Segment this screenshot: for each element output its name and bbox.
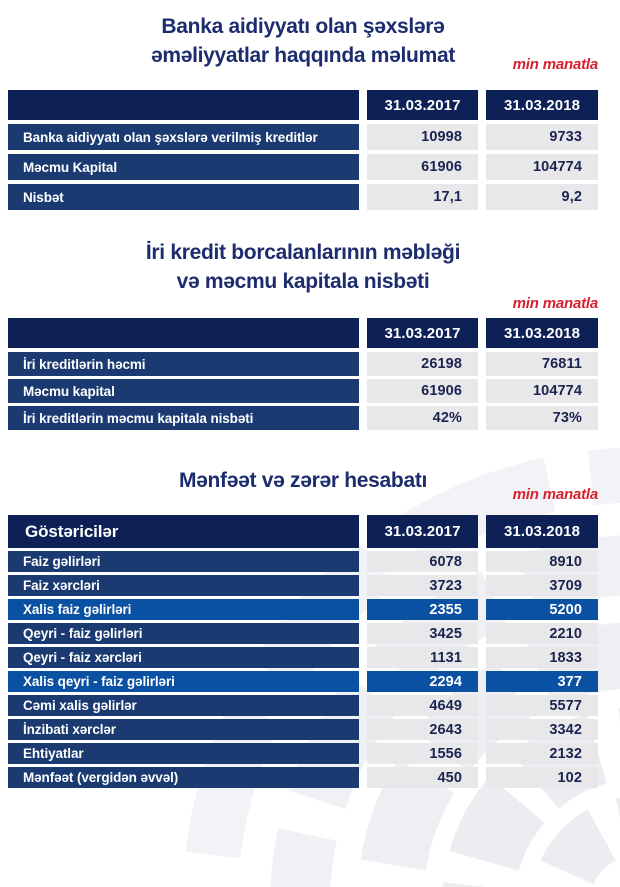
row-value-2017: 2294	[367, 671, 478, 692]
row-value-2017: 6078	[367, 551, 478, 572]
row-label: İri kreditlərin məcmu kapitala nisbəti	[8, 406, 359, 430]
table-row: Faiz gəlirləri 6078 8910	[8, 551, 598, 572]
row-label: Məcmu Kapital	[8, 154, 359, 180]
column-header-2018: 31.03.2018	[486, 90, 598, 120]
row-value-2017: 26198	[367, 352, 478, 376]
row-value-2017: 3425	[367, 623, 478, 644]
row-value-2018: 76811	[486, 352, 598, 376]
row-value-2018: 2210	[486, 623, 598, 644]
table-row: Ehtiyatlar 1556 2132	[8, 743, 598, 764]
row-value-2017: 17,1	[367, 184, 478, 210]
unit-label: min manatla	[512, 56, 599, 73]
section-title-related-party: Banka aidiyyatı olan şəxslərə əməliyyatl…	[8, 12, 598, 70]
row-label: Faiz gəlirləri	[8, 551, 359, 572]
table-row: İnzibati xərclər 2643 3342	[8, 719, 598, 740]
row-value-2017: 450	[367, 767, 478, 788]
row-value-2018: 377	[486, 671, 598, 692]
table-row: Qeyri - faiz xərcləri 1131 1833	[8, 647, 598, 668]
table-header-row: 31.03.2017 31.03.2018	[8, 90, 598, 120]
row-value-2018: 9733	[486, 124, 598, 150]
row-label: Ehtiyatlar	[8, 743, 359, 764]
table-large-credits: 31.03.2017 31.03.2018 İri kreditlərin hə…	[8, 318, 598, 433]
title-line: Banka aidiyyatı olan şəxslərə	[161, 15, 445, 38]
row-value-2017: 10998	[367, 124, 478, 150]
row-value-2017: 42%	[367, 406, 478, 430]
section-title-profit-loss: Mənfəət və zərər hesabatı	[8, 466, 598, 495]
row-label: Faiz xərcləri	[8, 575, 359, 596]
unit-label: min manatla	[512, 295, 599, 312]
table-row-subtotal: Xalis qeyri - faiz gəlirləri 2294 377	[8, 671, 598, 692]
table-row: Mənfəət (vergidən əvvəl) 450 102	[8, 767, 598, 788]
row-label: Qeyri - faiz xərcləri	[8, 647, 359, 668]
title-line: Mənfəət və zərər hesabatı	[178, 469, 428, 492]
row-value-2017: 61906	[367, 379, 478, 403]
table-row: Məcmu Kapital 61906 104774	[8, 154, 598, 180]
row-label: Banka aidiyyatı olan şəxslərə verilmiş k…	[8, 124, 359, 150]
table-header-row: Göstəricilər 31.03.2017 31.03.2018	[8, 515, 598, 548]
table-row: Cəmi xalis gəlirlər 4649 5577	[8, 695, 598, 716]
table-profit-loss: Göstəricilər 31.03.2017 31.03.2018 Faiz …	[8, 515, 598, 791]
table-row: Nisbət 17,1 9,2	[8, 184, 598, 210]
row-value-2018: 5577	[486, 695, 598, 716]
row-value-2017: 2643	[367, 719, 478, 740]
row-value-2018: 104774	[486, 379, 598, 403]
row-value-2018: 1833	[486, 647, 598, 668]
column-header-2017: 31.03.2017	[367, 318, 478, 348]
row-value-2018: 2132	[486, 743, 598, 764]
row-value-2018: 73%	[486, 406, 598, 430]
row-label: Cəmi xalis gəlirlər	[8, 695, 359, 716]
row-value-2017: 2355	[367, 599, 478, 620]
row-value-2017: 1556	[367, 743, 478, 764]
row-value-2018: 3709	[486, 575, 598, 596]
row-label: İnzibati xərclər	[8, 719, 359, 740]
column-header-2017: 31.03.2017	[367, 90, 478, 120]
table-row: Qeyri - faiz gəlirləri 3425 2210	[8, 623, 598, 644]
row-label: Məcmu kapital	[8, 379, 359, 403]
header-label-cell	[8, 318, 359, 348]
row-value-2017: 1131	[367, 647, 478, 668]
title-line: əməliyyatlar haqqında məlumat	[150, 44, 456, 67]
column-header-2017: 31.03.2017	[367, 515, 478, 548]
row-value-2018: 8910	[486, 551, 598, 572]
title-line: və məcmu kapitala nisbəti	[176, 270, 430, 293]
section-title-large-credits: İri kredit borcalanlarının məbləği və mə…	[8, 238, 598, 296]
row-value-2017: 61906	[367, 154, 478, 180]
row-value-2018: 102	[486, 767, 598, 788]
row-value-2017: 3723	[367, 575, 478, 596]
row-label: Xalis faiz gəlirləri	[8, 599, 359, 620]
row-value-2018: 3342	[486, 719, 598, 740]
table-header-row: 31.03.2017 31.03.2018	[8, 318, 598, 348]
table-related-party: 31.03.2017 31.03.2018 Banka aidiyyatı ol…	[8, 90, 598, 214]
row-value-2017: 4649	[367, 695, 478, 716]
unit-label: min manatla	[512, 486, 599, 503]
row-label: İri kreditlərin həcmi	[8, 352, 359, 376]
row-label: Nisbət	[8, 184, 359, 210]
row-value-2018: 104774	[486, 154, 598, 180]
column-header-2018: 31.03.2018	[486, 318, 598, 348]
row-label: Qeyri - faiz gəlirləri	[8, 623, 359, 644]
title-line: İri kredit borcalanlarının məbləği	[145, 241, 461, 264]
row-value-2018: 5200	[486, 599, 598, 620]
table-row: İri kreditlərin məcmu kapitala nisbəti 4…	[8, 406, 598, 430]
column-header-2018: 31.03.2018	[486, 515, 598, 548]
row-value-2018: 9,2	[486, 184, 598, 210]
row-label: Xalis qeyri - faiz gəlirləri	[8, 671, 359, 692]
table-row-subtotal: Xalis faiz gəlirləri 2355 5200	[8, 599, 598, 620]
header-label-cell: Göstəricilər	[8, 515, 359, 548]
table-row: Banka aidiyyatı olan şəxslərə verilmiş k…	[8, 124, 598, 150]
table-row: İri kreditlərin həcmi 26198 76811	[8, 352, 598, 376]
table-row: Faiz xərcləri 3723 3709	[8, 575, 598, 596]
header-label-cell	[8, 90, 359, 120]
row-label: Mənfəət (vergidən əvvəl)	[8, 767, 359, 788]
table-row: Məcmu kapital 61906 104774	[8, 379, 598, 403]
